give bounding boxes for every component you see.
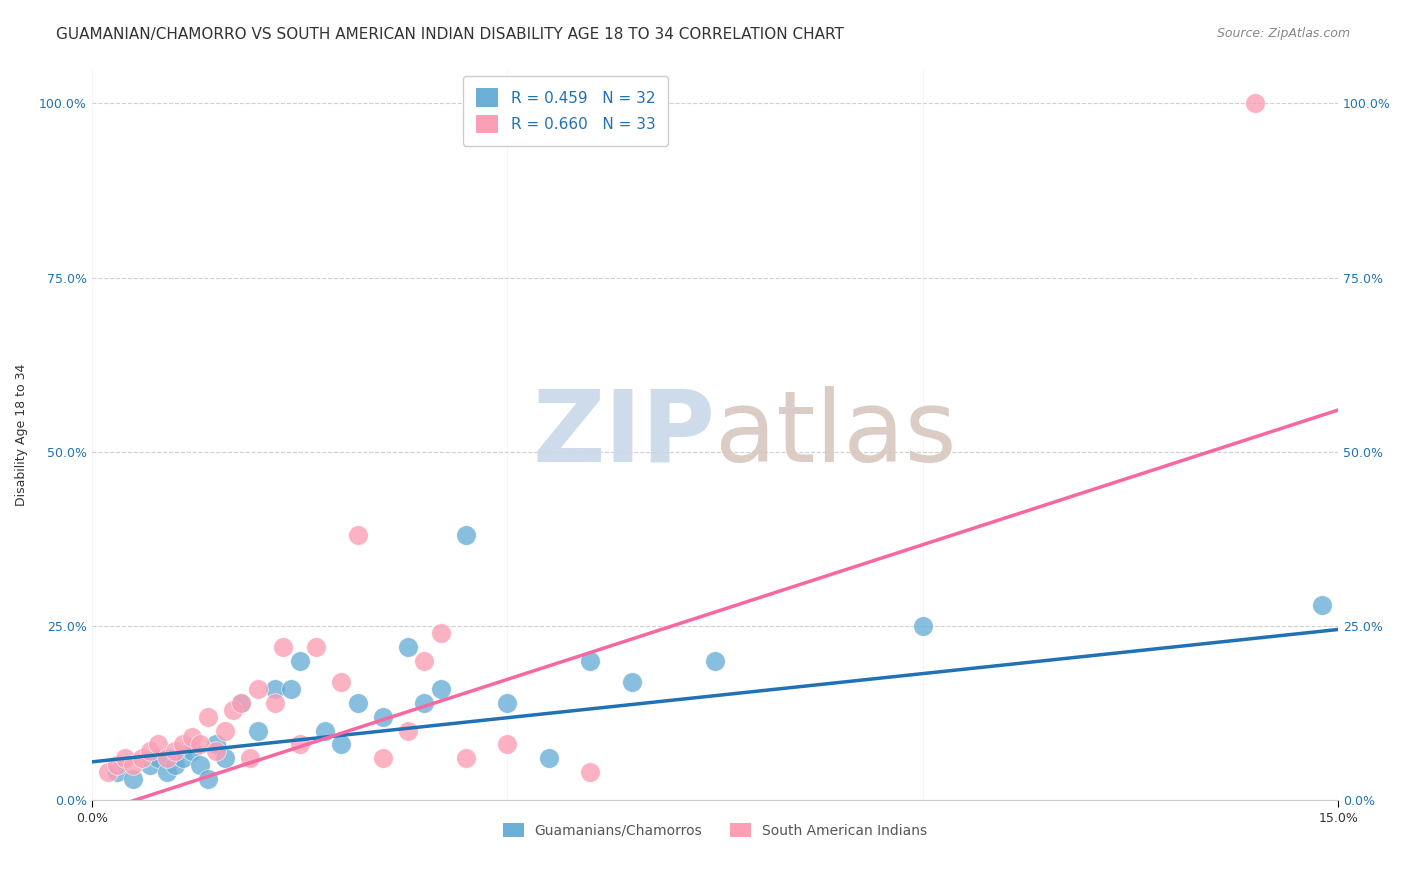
Point xyxy=(288,738,311,752)
Point xyxy=(537,751,560,765)
Point xyxy=(371,709,394,723)
Point xyxy=(231,696,253,710)
Legend: Guamanians/Chamorros, South American Indians: Guamanians/Chamorros, South American Ind… xyxy=(496,816,934,845)
Point xyxy=(139,744,162,758)
Point xyxy=(579,654,602,668)
Point xyxy=(579,765,602,780)
Point xyxy=(704,654,727,668)
Text: ZIP: ZIP xyxy=(533,386,716,483)
Point xyxy=(148,751,170,765)
Point xyxy=(97,765,120,780)
Point xyxy=(114,751,136,765)
Point xyxy=(172,738,194,752)
Point xyxy=(396,640,419,654)
Point xyxy=(430,681,453,696)
Point xyxy=(214,751,236,765)
Point xyxy=(346,696,368,710)
Point xyxy=(346,528,368,542)
Point xyxy=(205,744,228,758)
Point xyxy=(413,696,436,710)
Point xyxy=(222,703,245,717)
Point xyxy=(180,744,202,758)
Point xyxy=(496,696,519,710)
Point xyxy=(197,709,219,723)
Point xyxy=(122,758,145,772)
Text: Source: ZipAtlas.com: Source: ZipAtlas.com xyxy=(1216,27,1350,40)
Point xyxy=(288,654,311,668)
Point xyxy=(156,751,179,765)
Point xyxy=(330,674,353,689)
Point xyxy=(263,681,285,696)
Point xyxy=(205,738,228,752)
Point xyxy=(280,681,302,696)
Point xyxy=(305,640,328,654)
Point xyxy=(430,626,453,640)
Point xyxy=(156,765,179,780)
Point xyxy=(330,738,353,752)
Point xyxy=(197,772,219,787)
Point xyxy=(247,681,270,696)
Point xyxy=(105,765,128,780)
Point xyxy=(231,696,253,710)
Point xyxy=(314,723,336,738)
Point xyxy=(454,751,477,765)
Y-axis label: Disability Age 18 to 34: Disability Age 18 to 34 xyxy=(15,363,28,506)
Point xyxy=(180,731,202,745)
Point xyxy=(163,758,186,772)
Point xyxy=(105,758,128,772)
Point xyxy=(163,744,186,758)
Point xyxy=(122,772,145,787)
Point xyxy=(263,696,285,710)
Point xyxy=(188,738,211,752)
Point xyxy=(911,619,934,633)
Point xyxy=(496,738,519,752)
Point xyxy=(1244,96,1267,111)
Text: GUAMANIAN/CHAMORRO VS SOUTH AMERICAN INDIAN DISABILITY AGE 18 TO 34 CORRELATION : GUAMANIAN/CHAMORRO VS SOUTH AMERICAN IND… xyxy=(56,27,844,42)
Point xyxy=(1310,598,1333,612)
Point xyxy=(620,674,643,689)
Point xyxy=(454,528,477,542)
Point xyxy=(247,723,270,738)
Text: atlas: atlas xyxy=(716,386,956,483)
Point xyxy=(214,723,236,738)
Point xyxy=(148,738,170,752)
Point xyxy=(188,758,211,772)
Point xyxy=(396,723,419,738)
Point xyxy=(239,751,262,765)
Point xyxy=(271,640,294,654)
Point xyxy=(413,654,436,668)
Point xyxy=(131,751,153,765)
Point xyxy=(371,751,394,765)
Point xyxy=(172,751,194,765)
Point xyxy=(139,758,162,772)
